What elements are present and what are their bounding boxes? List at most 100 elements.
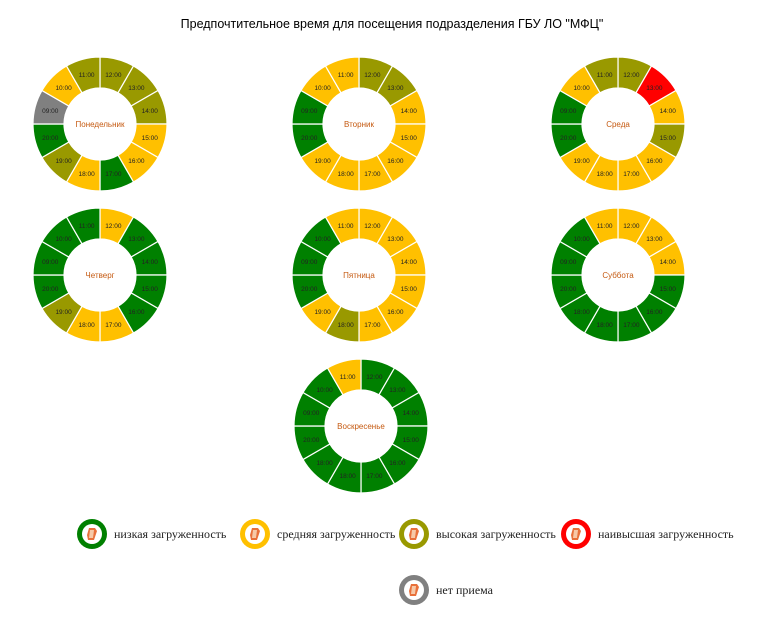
slice-time-label: 09:00 (42, 259, 59, 266)
donut-slice (324, 56, 360, 94)
donut-slice (324, 207, 360, 245)
slice-time-label: 17:00 (366, 473, 383, 480)
slice-time-label: 17:00 (364, 171, 381, 178)
day-label: Пятница (343, 271, 375, 280)
slice-time-label: 14:00 (401, 108, 418, 115)
slice-time-label: 18:00 (597, 171, 614, 178)
slice-time-label: 18:00 (340, 473, 357, 480)
slice-time-label: 13:00 (387, 236, 404, 243)
slice-time-label: 18:00 (79, 171, 96, 178)
slice-time-label: 18:00 (79, 322, 96, 329)
slice-time-label: 15:00 (403, 437, 420, 444)
slice-time-label: 10:00 (55, 236, 72, 243)
slice-time-label: 18:00 (573, 309, 590, 316)
donut-chart: 12:00 13:00 14:00 15:00 16:00 17:00 18:00 19:00… (550, 56, 686, 192)
slice-time-label: 10:00 (573, 85, 590, 92)
donut-chart: 12:00 13:00 14:00 15:00 16:00 17:00 18:00 18:00… (550, 207, 686, 343)
slice-time-label: 16:00 (128, 309, 145, 316)
slice-time-label: 11:00 (340, 374, 356, 381)
slice-time-label: 18:00 (338, 322, 355, 329)
slice-time-label: 09:00 (42, 108, 59, 115)
donut-chart: 12:00 13:00 14:00 15:00 16:00 17:00 18:00 19:00… (291, 56, 427, 192)
donut-slice (326, 358, 362, 396)
slice-time-label: 19:00 (55, 309, 72, 316)
slice-time-label: 14:00 (660, 108, 677, 115)
slice-time-label: 11:00 (597, 72, 613, 79)
slice-time-label: 14:00 (403, 410, 420, 417)
slice-time-label: 17:00 (105, 322, 122, 329)
slice-time-label: 13:00 (646, 85, 663, 92)
slice-time-label: 12:00 (623, 72, 640, 79)
slice-time-label: 17:00 (623, 322, 640, 329)
slice-time-label: 12:00 (105, 223, 122, 230)
slice-time-label: 20:00 (42, 286, 59, 293)
donut-chart: 12:00 13:00 14:00 15:00 16:00 17:00 18:00 19:00… (32, 56, 168, 192)
slice-time-label: 16:00 (646, 309, 663, 316)
slice-time-label: 12:00 (366, 374, 383, 381)
donut-slice (583, 207, 619, 245)
day-label: Четверг (85, 271, 114, 280)
slice-time-label: 16:00 (389, 460, 406, 467)
slice-time-label: 20:00 (42, 135, 59, 142)
slice-time-label: 20:00 (301, 135, 318, 142)
slice-time-label: 11:00 (338, 72, 354, 79)
slice-time-label: 12:00 (623, 223, 640, 230)
slice-time-label: 16:00 (387, 158, 404, 165)
slice-time-label: 19:00 (314, 309, 331, 316)
slice-time-label: 09:00 (303, 410, 320, 417)
slice-time-label: 16:00 (128, 158, 145, 165)
slice-time-label: 12:00 (364, 72, 381, 79)
day-label: Среда (606, 120, 630, 129)
slice-time-label: 18:00 (316, 460, 333, 467)
slice-time-label: 17:00 (623, 171, 640, 178)
slice-time-label: 10:00 (314, 236, 331, 243)
slice-time-label: 09:00 (301, 108, 318, 115)
slice-time-label: 10:00 (314, 85, 331, 92)
slice-time-label: 16:00 (646, 158, 663, 165)
slice-time-label: 19:00 (314, 158, 331, 165)
slice-time-label: 20:00 (560, 286, 577, 293)
day-label: Понедельник (76, 120, 125, 129)
slice-time-label: 15:00 (142, 286, 159, 293)
donut-chart: 12:00 13:00 14:00 15:00 16:00 17:00 18:00 19:00… (32, 207, 168, 343)
slice-time-label: 18:00 (338, 171, 355, 178)
slice-time-label: 11:00 (597, 223, 613, 230)
slice-time-label: 11:00 (79, 223, 95, 230)
slice-time-label: 10:00 (316, 387, 333, 394)
day-label: Вторник (344, 120, 374, 129)
slice-time-label: 12:00 (105, 72, 122, 79)
donut-slice (583, 56, 619, 94)
slice-time-label: 16:00 (387, 309, 404, 316)
slice-time-label: 09:00 (560, 259, 577, 266)
slice-time-label: 11:00 (338, 223, 354, 230)
slice-time-label: 20:00 (560, 135, 577, 142)
slice-time-label: 15:00 (401, 286, 418, 293)
slice-time-label: 10:00 (55, 85, 72, 92)
day-label: Суббота (602, 271, 634, 280)
slice-time-label: 15:00 (660, 135, 677, 142)
slice-time-label: 19:00 (573, 158, 590, 165)
slice-time-label: 13:00 (389, 387, 406, 394)
slice-time-label: 15:00 (142, 135, 159, 142)
slice-time-label: 15:00 (401, 135, 418, 142)
donut-slice (65, 207, 101, 245)
slice-time-label: 13:00 (387, 85, 404, 92)
slice-time-label: 14:00 (660, 259, 677, 266)
slice-time-label: 18:00 (597, 322, 614, 329)
slice-time-label: 09:00 (560, 108, 577, 115)
slice-time-label: 14:00 (142, 108, 159, 115)
slice-time-label: 11:00 (79, 72, 95, 79)
donut-chart: 12:00 13:00 14:00 15:00 16:00 17:00 18:00 19:00… (291, 207, 427, 343)
slice-time-label: 17:00 (364, 322, 381, 329)
slice-time-label: 14:00 (142, 259, 159, 266)
slice-time-label: 20:00 (303, 437, 320, 444)
slice-time-label: 19:00 (55, 158, 72, 165)
donut-chart: 12:00 13:00 14:00 15:00 16:00 17:00 18:00 18:00… (293, 358, 429, 494)
slice-time-label: 13:00 (128, 85, 145, 92)
slice-time-label: 10:00 (573, 236, 590, 243)
slice-time-label: 13:00 (128, 236, 145, 243)
day-label: Воскресенье (337, 422, 385, 431)
slice-time-label: 20:00 (301, 286, 318, 293)
donut-slice (65, 56, 101, 94)
